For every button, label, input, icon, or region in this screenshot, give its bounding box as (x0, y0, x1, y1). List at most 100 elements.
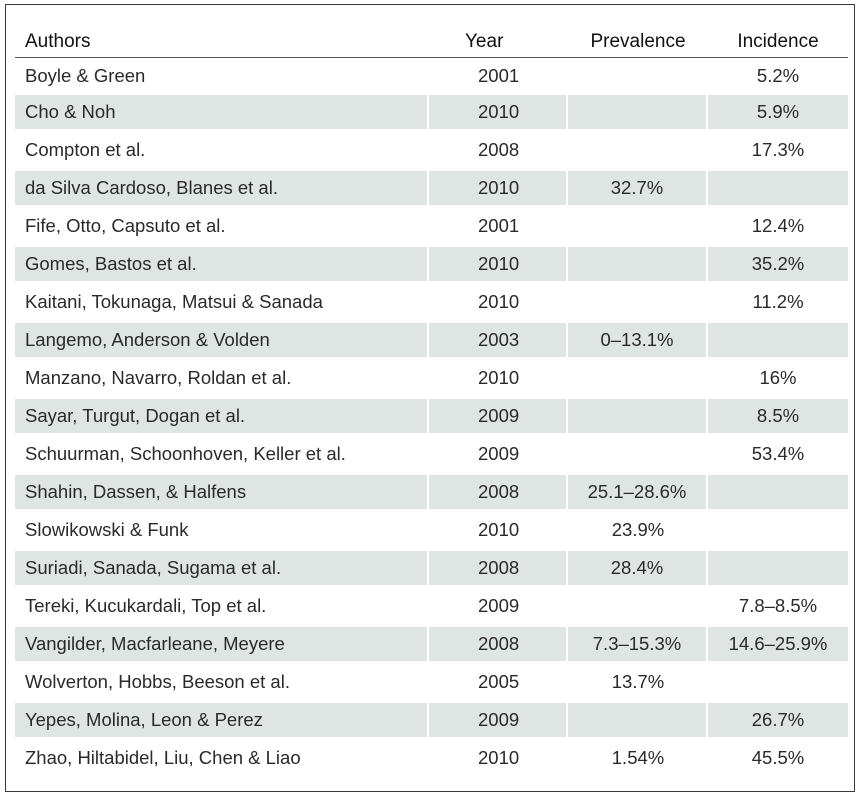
cell-year: 2001 (478, 64, 520, 86)
cell-authors: Fife, Otto, Capsuto et al. (25, 215, 226, 236)
cell-year: 2008 (429, 473, 568, 511)
cell-incidence (708, 663, 848, 701)
table-row: Langemo, Anderson & Volden 2003 0–13.1% (15, 321, 848, 359)
cell-year: 2001 (478, 215, 520, 236)
cell-authors: Langemo, Anderson & Volden (15, 321, 429, 359)
table-row: Zhao, Hiltabidel, Liu, Chen & Liao 2010 1.… (15, 739, 848, 777)
table-row: Shahin, Dassen, & Halfens 2008 25.1–28.6% (15, 473, 848, 511)
cell-authors: Slowikowski & Funk (25, 519, 189, 540)
cell-authors: Manzano, Navarro, Roldan et al. (25, 367, 292, 388)
cell-year: 2003 (429, 321, 568, 359)
cell-authors: Sayar, Turgut, Dogan et al. (15, 397, 429, 435)
cell-year: 2008 (429, 625, 568, 663)
cell-year: 2010 (478, 291, 520, 312)
cell-year: 2009 (429, 397, 568, 435)
cell-year: 2005 (478, 671, 520, 692)
cell-authors: Shahin, Dassen, & Halfens (15, 473, 429, 511)
cell-prevalence (568, 283, 708, 321)
cell-incidence (708, 169, 848, 207)
cell-year: 2010 (429, 169, 568, 207)
cell-incidence (708, 321, 848, 359)
header-row: Authors Year Prevalence Incidence (15, 27, 848, 58)
cell-incidence (708, 511, 848, 549)
cell-authors: Wolverton, Hobbs, Beeson et al. (25, 671, 290, 692)
cell-prevalence (568, 587, 708, 625)
table-row: Gomes, Bastos et al. 2010 35.2% (15, 245, 848, 283)
cell-incidence: 26.7% (708, 701, 848, 739)
table-row: Schuurman, Schoonhoven, Keller et al. 200… (15, 435, 848, 473)
cell-year: 2010 (478, 519, 520, 540)
cell-authors: Tereki, Kucukardali, Top et al. (25, 595, 267, 616)
cell-incidence: 11.2% (752, 291, 804, 312)
table-row: Kaitani, Tokunaga, Matsui & Sanada 2010 11… (15, 283, 848, 321)
header-authors: Authors (15, 27, 429, 58)
cell-prevalence: 7.3–15.3% (568, 625, 708, 663)
cell-prevalence (568, 245, 708, 283)
cell-year: 2010 (429, 245, 568, 283)
cell-incidence (708, 549, 848, 587)
cell-year: 2010 (429, 93, 568, 131)
header-prevalence: Prevalence (568, 27, 708, 58)
cell-authors: Boyle & Green (25, 64, 146, 86)
table-row: Cho & Noh 2010 5.9% (15, 93, 848, 131)
cell-prevalence (568, 359, 708, 397)
table-row: Yepes, Molina, Leon & Perez 2009 26.7% (15, 701, 848, 739)
cell-prevalence: 23.9% (611, 519, 665, 540)
table-row: da Silva Cardoso, Blanes et al. 2010 32.7% (15, 169, 848, 207)
cell-prevalence (568, 701, 708, 739)
table-row: Wolverton, Hobbs, Beeson et al. 2005 13.7% (15, 663, 848, 701)
cell-authors: Vangilder, Macfarleane, Meyere (15, 625, 429, 663)
cell-prevalence: 0–13.1% (568, 321, 708, 359)
cell-year: 2009 (478, 595, 520, 616)
cell-year: 2010 (478, 367, 520, 388)
cell-authors: Zhao, Hiltabidel, Liu, Chen & Liao (25, 747, 301, 768)
studies-table: Authors Year Prevalence Incidence Boyle … (15, 27, 848, 777)
cell-incidence: 17.3% (751, 139, 805, 160)
cell-prevalence: 32.7% (568, 169, 708, 207)
cell-year: 2009 (478, 443, 520, 464)
cell-year: 2009 (429, 701, 568, 739)
cell-prevalence (568, 397, 708, 435)
table-row: Slowikowski & Funk 2010 23.9% (15, 511, 848, 549)
header-year: Year (429, 27, 568, 58)
cell-year: 2008 (429, 549, 568, 587)
table-frame (5, 4, 855, 792)
cell-authors: Schuurman, Schoonhoven, Keller et al. (25, 443, 346, 464)
cell-prevalence: 25.1–28.6% (568, 473, 708, 511)
cell-year: 2010 (478, 747, 520, 768)
cell-prevalence: 28.4% (568, 549, 708, 587)
cell-prevalence: 13.7% (611, 671, 665, 692)
table-row: Vangilder, Macfarleane, Meyere 2008 7.3–15… (15, 625, 848, 663)
table-row: Suriadi, Sanada, Sugama et al. 2008 28.4% (15, 549, 848, 587)
cell-prevalence (568, 131, 708, 169)
cell-incidence: 14.6–25.9% (708, 625, 848, 663)
cell-incidence: 45.5% (751, 747, 805, 768)
cell-authors: Compton et al. (25, 139, 146, 160)
table-row: Sayar, Turgut, Dogan et al. 2009 8.5% (15, 397, 848, 435)
cell-authors: Suriadi, Sanada, Sugama et al. (15, 549, 429, 587)
cell-prevalence (568, 58, 708, 93)
cell-prevalence: 1.54% (611, 747, 665, 768)
cell-prevalence (568, 93, 708, 131)
cell-incidence: 5.9% (708, 93, 848, 131)
cell-incidence: 12.4% (751, 215, 805, 236)
cell-authors: Yepes, Molina, Leon & Perez (15, 701, 429, 739)
table-row: Boyle & Green 2001 5.2% (15, 58, 848, 93)
table-row: Compton et al. 2008 17.3% (15, 131, 848, 169)
cell-incidence: 7.8–8.5% (738, 595, 818, 616)
cell-incidence: 16% (759, 367, 797, 388)
cell-authors: da Silva Cardoso, Blanes et al. (15, 169, 429, 207)
cell-incidence: 5.2% (756, 64, 800, 86)
cell-prevalence (568, 207, 708, 245)
cell-authors: Gomes, Bastos et al. (15, 245, 429, 283)
cell-year: 2008 (478, 139, 520, 160)
header-incidence: Incidence (708, 27, 848, 58)
cell-authors: Cho & Noh (15, 93, 429, 131)
table-row: Tereki, Kucukardali, Top et al. 2009 7.8–8… (15, 587, 848, 625)
cell-prevalence (568, 435, 708, 473)
table-row: Fife, Otto, Capsuto et al. 2001 12.4% (15, 207, 848, 245)
cell-authors: Kaitani, Tokunaga, Matsui & Sanada (25, 291, 323, 312)
table-row: Manzano, Navarro, Roldan et al. 2010 16% (15, 359, 848, 397)
cell-incidence: 53.4% (751, 443, 805, 464)
cell-incidence: 8.5% (708, 397, 848, 435)
